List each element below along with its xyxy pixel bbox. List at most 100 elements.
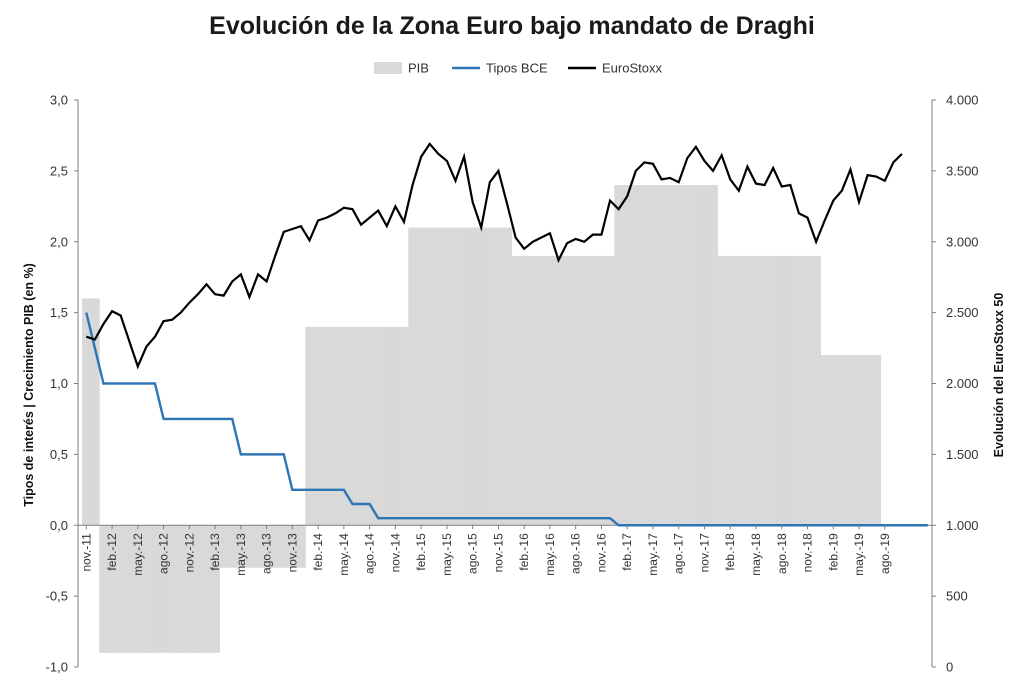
x-tick-label: nov.-11 [79, 533, 93, 572]
x-tick-label: feb.-15 [414, 533, 428, 571]
pib-bar [391, 326, 401, 526]
pib-bar [631, 185, 641, 526]
pib-bar [820, 355, 830, 526]
pib-bar [322, 326, 332, 526]
x-tick-label: may.-15 [440, 533, 454, 576]
pib-bar [588, 255, 598, 526]
pib-bar [657, 185, 667, 526]
y-left-tick-label: 0,0 [50, 518, 68, 533]
pib-bar [416, 227, 427, 526]
y-left-tick-label: -0,5 [46, 589, 68, 604]
pib-bar [288, 525, 298, 568]
x-tick-label: ago.-18 [775, 533, 789, 574]
legend-pib-swatch [374, 62, 402, 74]
pib-bar [648, 185, 658, 526]
y-right-tick-label: 500 [946, 589, 968, 604]
x-tick-label: ago.-14 [363, 533, 377, 574]
pib-area-layer [82, 185, 882, 653]
pib-bar [863, 355, 873, 526]
pib-bar [356, 326, 366, 526]
y-right-tick-label: 2.000 [946, 376, 979, 391]
pib-bar [245, 525, 255, 568]
x-tick-label: nov.-16 [594, 533, 608, 572]
y-right-tick-label: 3.500 [946, 163, 979, 178]
pib-bar [434, 227, 444, 526]
x-tick-label: ago.-17 [672, 533, 686, 574]
x-tick-label: may.-18 [749, 533, 763, 576]
pib-bar [674, 185, 684, 526]
pib-bar [82, 298, 92, 526]
legend-pib-label: PIB [408, 61, 429, 76]
x-tick-label: feb.-19 [826, 533, 840, 571]
tipos-bce-line [85, 312, 928, 527]
pib-bar [382, 326, 392, 526]
pib-bar [124, 525, 135, 653]
pib-bar [777, 255, 787, 526]
pib-bar [90, 298, 100, 526]
x-tick-label: nov.-13 [285, 533, 299, 572]
pib-bar [751, 255, 761, 526]
pib-bar [811, 255, 821, 526]
pib-bar [373, 326, 384, 526]
pib-bar [330, 326, 341, 526]
pib-bar [193, 525, 203, 653]
x-tick-label: may.-16 [543, 533, 557, 576]
pib-bar [142, 525, 152, 653]
pib-bar [614, 185, 624, 526]
eurostoxx-line [85, 142, 903, 370]
x-tick-label: nov.-18 [801, 533, 815, 572]
legend: PIB Tipos BCE EuroStoxx [374, 61, 662, 76]
x-tick-label: ago.-12 [157, 533, 171, 574]
pib-bar [185, 525, 195, 653]
pib-bar [270, 525, 281, 568]
lines-layer [85, 142, 928, 527]
pib-bar [107, 525, 117, 653]
pib-bar [871, 355, 882, 526]
pib-bar [485, 227, 495, 526]
pib-bar [794, 255, 804, 526]
pib-bar [562, 255, 572, 526]
pib-bar [468, 227, 478, 526]
pib-bar [425, 227, 435, 526]
x-tick-label: may.-17 [646, 533, 660, 576]
pib-bar [734, 255, 744, 526]
pib-bar [451, 227, 461, 526]
x-tick-label: nov.-12 [182, 533, 196, 572]
pib-bar [717, 255, 727, 526]
pib-bar [202, 525, 212, 653]
pib-bar [219, 525, 229, 568]
pib-bar [665, 185, 676, 526]
x-tick-label: feb.-16 [517, 533, 531, 571]
y-right-tick-label: 1.500 [946, 447, 979, 462]
x-tick-label: may.-14 [337, 533, 351, 576]
pib-bar [476, 227, 487, 526]
pib-bar [700, 185, 710, 526]
x-tick-label: ago.-19 [878, 533, 892, 574]
pib-bar [545, 255, 555, 526]
y-right-tick-label: 0 [946, 660, 953, 675]
legend-tipos-bce-label: Tipos BCE [486, 61, 548, 76]
pib-bar [459, 227, 469, 526]
pib-bar [528, 255, 538, 526]
pib-bar [227, 525, 238, 568]
pib-bar [837, 355, 847, 526]
y-right-tick-label: 4.000 [946, 93, 979, 108]
y-left-tick-label: 1,5 [50, 305, 68, 320]
x-tick-label: nov.-14 [388, 533, 402, 572]
pib-bar [691, 185, 701, 526]
pib-bar [622, 185, 633, 526]
pib-bar [253, 525, 263, 568]
pib-bar [348, 326, 358, 526]
pib-bar [150, 525, 160, 653]
pib-bar [502, 227, 512, 526]
pib-bar [365, 326, 375, 526]
x-tick-label: ago.-16 [569, 533, 583, 574]
x-tick-label: feb.-17 [620, 533, 634, 571]
pib-bar [442, 227, 452, 526]
pib-bar [116, 525, 126, 653]
pib-bar [133, 525, 143, 653]
pib-bar [519, 255, 530, 526]
x-tick-label: ago.-15 [466, 533, 480, 574]
pib-bar [408, 227, 418, 526]
